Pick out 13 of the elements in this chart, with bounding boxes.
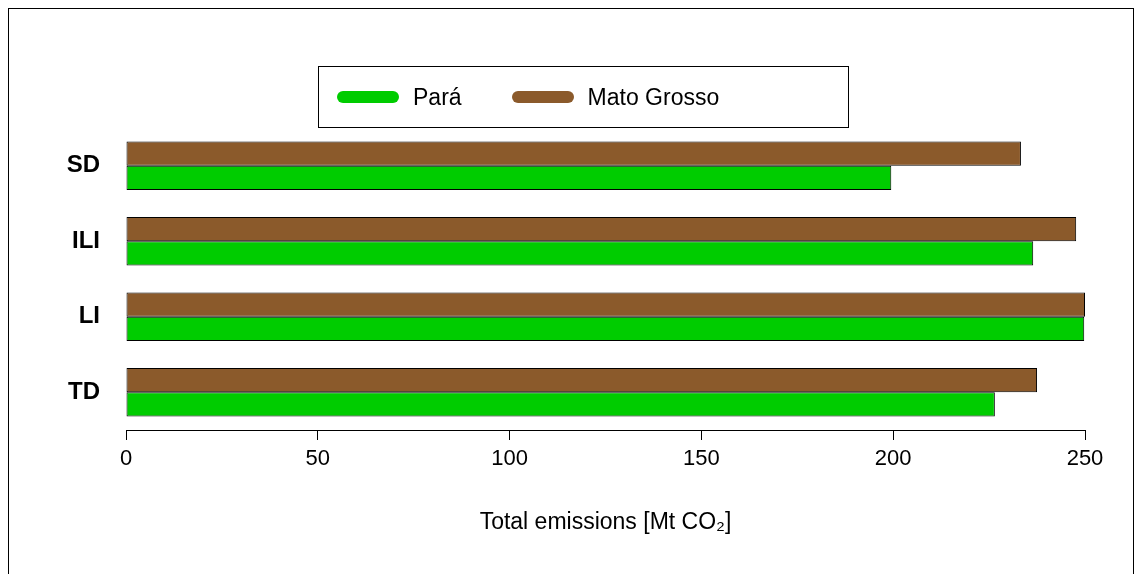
x-tick-label: 200 xyxy=(874,445,912,471)
y-tick-label: LI xyxy=(78,301,100,329)
x-tick-label: 150 xyxy=(683,445,720,471)
x-axis-title: Total emissions [Mt CO₂] xyxy=(479,507,732,534)
legend-label: Mato Grosso xyxy=(587,83,720,111)
x-tick-label: 250 xyxy=(1066,445,1104,471)
y-tick-label: SD xyxy=(66,150,100,178)
x-tick-label: 100 xyxy=(491,445,528,471)
y-tick-label: ILI xyxy=(72,225,100,253)
x-tick-label: 50 xyxy=(305,445,331,471)
legend-label: Pará xyxy=(413,83,462,111)
y-tick-label: TD xyxy=(68,376,100,404)
x-tick-label: 0 xyxy=(119,445,133,471)
